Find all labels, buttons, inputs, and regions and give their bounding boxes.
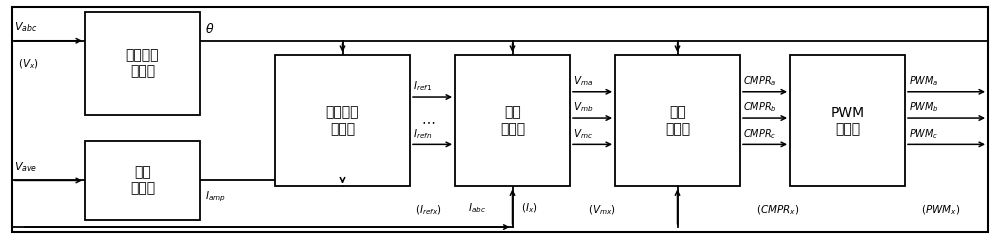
Text: PWM
生成器: PWM 生成器 [830,106,865,136]
Text: 交流相位
检测器: 交流相位 检测器 [126,48,159,78]
Text: $V_{ma}$: $V_{ma}$ [573,74,593,88]
Text: $\theta$: $\theta$ [205,22,214,36]
Text: 零序
调制器: 零序 调制器 [665,106,690,136]
Text: $I_{ref1}$: $I_{ref1}$ [413,79,432,93]
Text: $(CMPR_x)$: $(CMPR_x)$ [756,204,800,217]
Bar [275,55,410,186]
Text: $CMPR_c$: $CMPR_c$ [743,127,776,141]
Bar [455,55,570,186]
Text: $PWM_c$: $PWM_c$ [909,127,939,141]
Text: $(V_x)$: $(V_x)$ [18,58,39,71]
Text: $I_{abc}$: $I_{abc}$ [468,201,486,215]
Text: 电流
控制器: 电流 控制器 [500,106,525,136]
Text: $CMPR_b$: $CMPR_b$ [743,100,777,114]
Bar [85,141,200,220]
Text: $(PWM_x)$: $(PWM_x)$ [921,204,961,217]
Bar [790,55,905,186]
Text: $PWM_b$: $PWM_b$ [909,100,939,114]
Text: $V_{abc}$: $V_{abc}$ [14,21,37,34]
Text: $V_{mc}$: $V_{mc}$ [573,127,593,141]
Text: $(V_{mx})$: $(V_{mx})$ [588,204,616,217]
Bar [615,55,740,186]
Text: 电压
控制器: 电压 控制器 [130,165,155,196]
Text: $PWM_a$: $PWM_a$ [909,74,939,88]
Text: $(I_{refx})$: $(I_{refx})$ [415,204,441,217]
Text: 电流参考
生成器: 电流参考 生成器 [326,106,359,136]
Text: $V_{ave}$: $V_{ave}$ [14,160,37,174]
Bar [85,12,200,115]
Text: $I_{amp}$: $I_{amp}$ [205,190,226,204]
Text: $\cdots$: $\cdots$ [421,114,435,128]
Text: $V_{mb}$: $V_{mb}$ [573,100,593,114]
Text: $(I_x)$: $(I_x)$ [521,201,537,215]
Text: $CMPR_a$: $CMPR_a$ [743,74,777,88]
Text: $I_{refn}$: $I_{refn}$ [413,127,432,141]
